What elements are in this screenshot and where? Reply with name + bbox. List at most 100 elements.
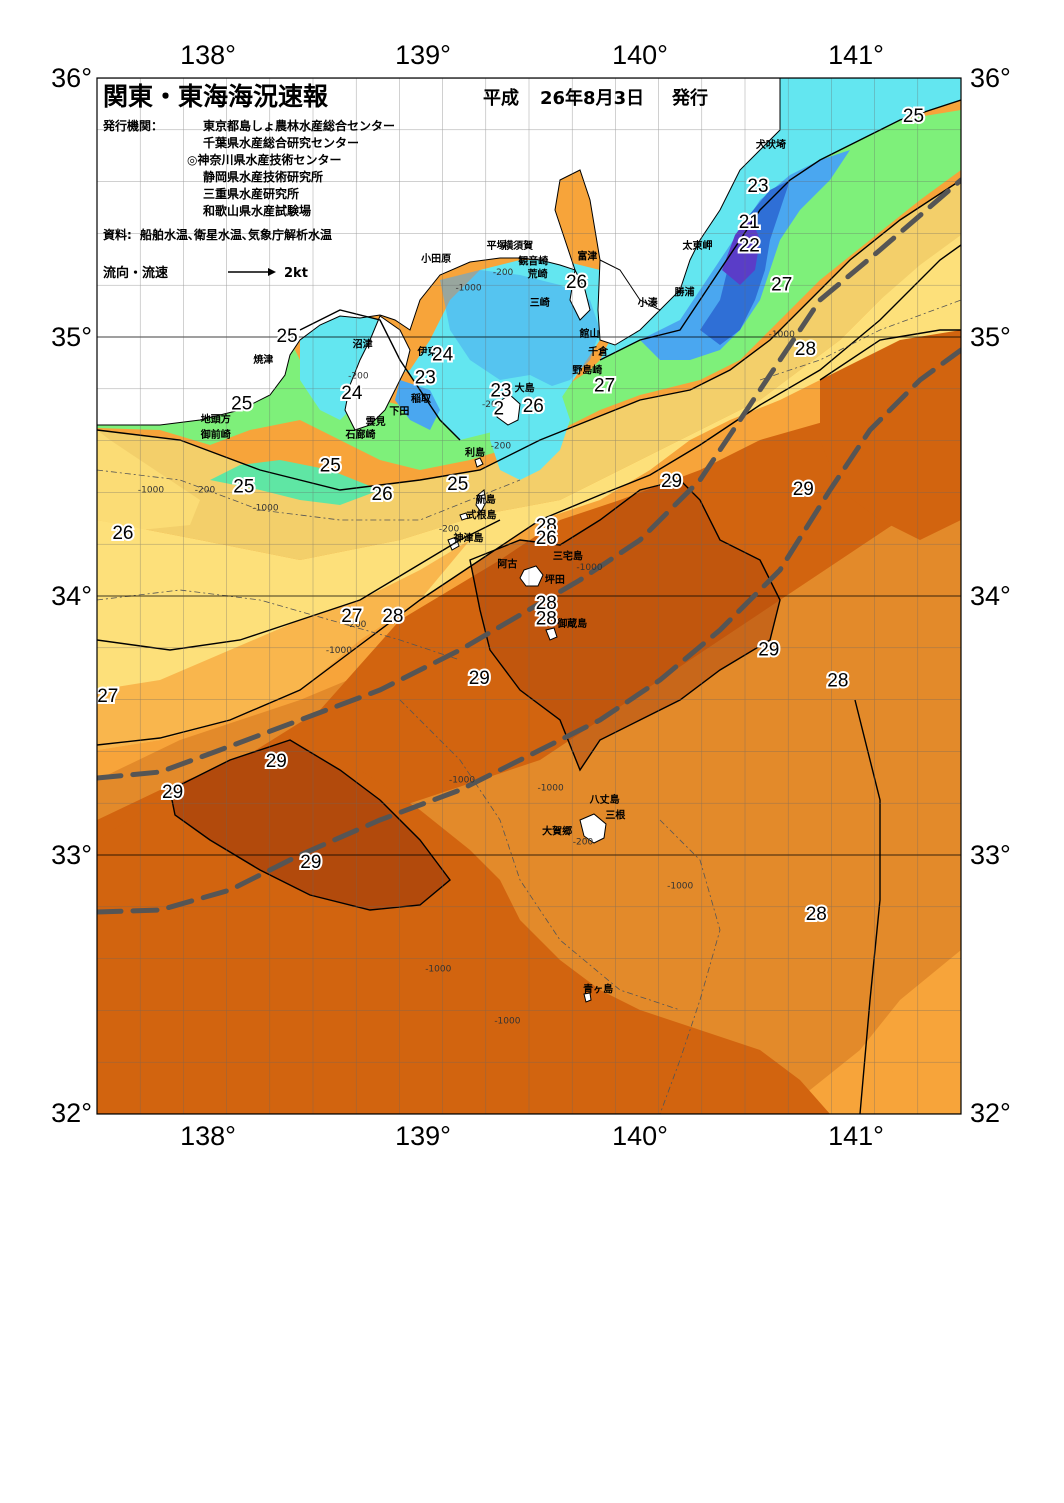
depth-label: -200 [346,620,367,630]
lon-tick-bottom-139: 139° [395,1121,451,1151]
temperature-label: 26 [372,484,393,505]
kuroshio-axis [97,177,961,915]
boso-peninsula [597,259,661,346]
temperature-label: 26 [566,272,587,293]
place-name-label: 大賀郷 [542,824,572,837]
place-name-label: 横須賀 [503,239,533,252]
lon-tick-top-138: 138° [180,40,236,70]
place-name-label: 千倉 [588,345,609,358]
lon-tick-bottom-138: 138° [180,1121,236,1151]
temperature-label: 25 [447,474,468,495]
depth-label: -200 [491,441,512,451]
temperature-label: 28 [795,339,816,360]
island-hachijojima [579,813,607,844]
water-29-center-patch [470,480,780,770]
lat-tick-left-36: 36° [51,63,92,93]
water-21-boso [722,215,760,285]
place-name-label: 御蔵島 [556,617,587,630]
temperature-label: 29 [162,782,183,803]
lon-tick-top-141: 141° [828,40,884,70]
temperature-label: 2 [493,399,504,420]
place-name-label: 伊東 [416,345,437,358]
depth-label: -1000 [138,485,164,495]
place-name-label: 荒崎 [527,267,548,280]
water-23-inatori [395,380,440,430]
lat-tick-right-35: 35° [970,322,1011,352]
place-name-label: 勝浦 [675,286,695,299]
place-name-label: 平塚 [487,239,507,252]
depth-label: -1000 [425,965,451,975]
place-name-label: 太東岬 [681,239,712,252]
temperature-label: 28 [536,593,557,614]
water-30-patch-west [170,740,450,910]
depth-label: -1000 [576,563,602,573]
island-niijima [475,489,487,513]
place-name-label: 地頭方 [201,412,231,425]
issue-era: 平成 [483,87,519,109]
depth-label: -1000 [252,504,278,514]
place-name-label: 八丈島 [589,793,620,806]
depth-label: -1000 [326,646,352,656]
publisher-shizuoka: 静岡県水産技術研究所 [203,169,323,184]
temperature-label: 26 [523,396,544,417]
place-name-label: 三宅島 [553,550,583,563]
sources-label: 資料: [103,227,132,242]
depth-label: -200 [439,524,460,534]
map-frame [96,77,962,1115]
lon-tick-top-139: 139° [395,40,451,70]
temperature-label: 29 [661,471,682,492]
depth-label: -200 [482,400,503,410]
depth-label: -1000 [494,1016,520,1026]
place-name-label: 利島 [465,446,485,459]
place-name-label: 雲見 [366,416,386,428]
temperature-label: 22 [739,236,760,257]
temperature-label: 29 [469,668,490,689]
place-name-label: 館山 [578,327,599,340]
place-name-label: 阿古 [497,558,517,571]
island-miyakejima [519,565,544,587]
place-name-label: 犬吠埼 [756,138,786,151]
temperature-label: 26 [536,528,557,549]
place-name-label: 式根島 [466,508,496,521]
temperature-label: 27 [594,375,615,396]
depth-label: -200 [348,371,369,381]
island-shikinejima [459,512,469,521]
publisher-kanagawa: ◎神奈川県水産技術センター [187,152,341,167]
depth-label: -200 [195,485,216,495]
temperature-label: 23 [490,381,511,402]
lon-ticks-top: 138° 139° 140° 141° [180,40,884,70]
temperature-label: 25 [277,326,298,347]
flow-legend [228,268,276,276]
lat-ticks-right: 36° 35° 34° 33° 32° [970,63,1011,1128]
lon-tick-bottom-140: 140° [612,1121,668,1151]
depth-label: -200 [573,838,594,848]
isotherm-lines [97,99,961,1114]
lat-tick-right-36: 36° [970,63,1011,93]
depth-label: -1000 [667,882,693,892]
place-name-label: 稲取 [411,392,432,405]
temperature-label: 25 [233,476,254,497]
honshu-land [97,78,781,426]
place-name-label: 神津島 [454,532,484,545]
izu-peninsula [344,315,411,431]
flow-legend-label: 流向・流速 [103,265,168,281]
place-name-label: 御前崎 [200,428,231,441]
water-28-band [97,540,470,750]
temperature-label: 27 [341,606,362,627]
place-name-label: 坪田 [545,573,565,586]
temperature-label: 24 [341,383,363,404]
temperature-label: 24 [432,344,454,365]
place-name-label: 沼津 [353,337,373,350]
temperature-label: 25 [903,106,924,127]
flow-legend-arrowhead [268,268,276,276]
publisher-mie: 三重県水産研究所 [203,186,299,201]
lat-lon-grid [97,78,961,1114]
temperature-label: 28 [827,671,848,692]
depth-contours [97,299,961,1114]
temperature-label: 28 [536,515,557,536]
temperature-label: 21 [739,212,760,233]
place-name-label: 三根 [605,809,625,822]
temperature-label: 29 [300,852,321,873]
temperature-label: 25 [320,456,341,477]
